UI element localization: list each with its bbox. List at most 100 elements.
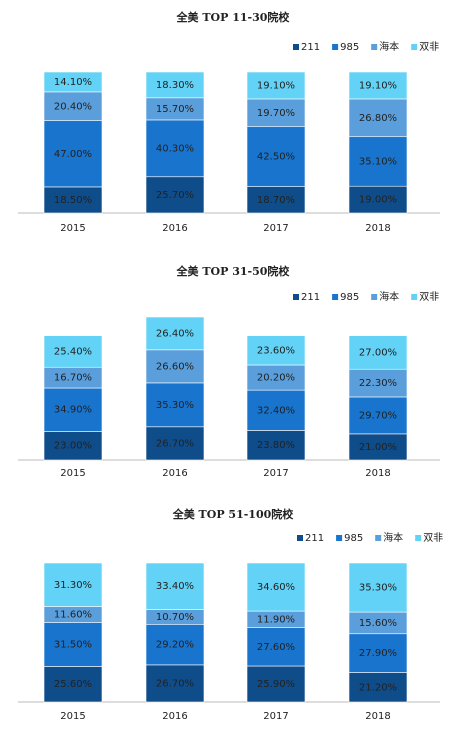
bar-segment — [145, 623, 205, 666]
legend-label: 985 — [340, 42, 359, 53]
data-label: 25.40% — [54, 346, 92, 357]
bar-segment — [43, 120, 103, 188]
data-label: 34.90% — [54, 405, 92, 416]
bar-segment — [348, 98, 408, 138]
legend-swatch — [336, 535, 343, 541]
bar-segment — [246, 186, 306, 214]
bar-segment — [145, 176, 205, 214]
legend-swatch — [411, 44, 418, 50]
legend-swatch — [371, 44, 378, 50]
data-label: 19.10% — [359, 80, 397, 91]
bar-segment — [246, 98, 306, 128]
chart-title: 全美 TOP 11-30院校 — [176, 10, 291, 24]
data-label: 15.70% — [156, 104, 194, 115]
bar-segment — [246, 430, 306, 461]
data-label: 20.20% — [257, 373, 295, 384]
x-tick-label: 2018 — [365, 223, 390, 234]
bar-segment — [348, 396, 408, 435]
legend-swatch — [297, 535, 303, 541]
data-label: 27.60% — [257, 642, 295, 653]
bar-segment — [348, 562, 408, 613]
bar-segment — [246, 389, 306, 431]
legend-swatch — [411, 294, 418, 300]
data-label: 18.30% — [156, 80, 194, 91]
x-tick-label: 2018 — [365, 711, 390, 722]
data-label: 26.80% — [359, 113, 397, 124]
legend-label: 211 — [301, 292, 320, 303]
legend-label: 211 — [305, 533, 324, 544]
bar-segment — [348, 335, 408, 370]
data-label: 35.30% — [156, 400, 194, 411]
x-tick-label: 2018 — [365, 468, 390, 479]
x-tick-label: 2016 — [162, 223, 187, 234]
data-label: 18.50% — [54, 195, 92, 206]
data-label: 26.40% — [156, 328, 194, 339]
data-label: 21.20% — [359, 682, 397, 693]
data-label: 31.50% — [54, 640, 92, 651]
legend-label: 海本 — [379, 40, 399, 53]
chart: 全美 TOP 31-50院校 211 985 海本 双非 23.00% 34.90% 16.7… — [18, 264, 440, 479]
x-tick-label: 2017 — [263, 468, 288, 479]
data-label: 31.30% — [54, 580, 92, 591]
data-label: 19.10% — [257, 80, 295, 91]
data-label: 25.70% — [156, 190, 194, 201]
chart-title: 全美 TOP 51-100院校 — [172, 507, 295, 521]
bar-segment — [43, 335, 103, 368]
data-label: 16.70% — [54, 373, 92, 384]
bar-segment — [145, 382, 205, 428]
data-label: 23.60% — [257, 345, 295, 356]
legend-label: 海本 — [383, 531, 403, 544]
bar-segment — [43, 666, 103, 703]
x-tick-label: 2017 — [263, 223, 288, 234]
bar-segment — [348, 633, 408, 673]
legend-swatch — [293, 44, 299, 50]
data-label: 19.70% — [257, 108, 295, 119]
bar-segment — [43, 622, 103, 667]
legend-swatch — [375, 535, 382, 541]
data-label: 32.40% — [257, 405, 295, 416]
bar-segment — [43, 186, 103, 214]
data-label: 29.70% — [359, 410, 397, 421]
x-tick-label: 2015 — [60, 711, 85, 722]
data-label: 35.10% — [359, 156, 397, 167]
legend-label: 海本 — [379, 290, 399, 303]
bar-segment — [348, 185, 408, 214]
data-label: 22.30% — [359, 378, 397, 389]
legend-swatch — [371, 294, 378, 300]
x-tick-label: 2015 — [60, 468, 85, 479]
data-label: 27.90% — [359, 648, 397, 659]
legend-label: 双非 — [419, 41, 439, 53]
x-tick-label: 2017 — [263, 711, 288, 722]
bar-segment — [246, 335, 306, 366]
chart: 全美 TOP 11-30院校 211 985 海本 双非 18.50% 47.00% 20.4… — [18, 10, 440, 234]
chart: 全美 TOP 51-100院校 211 985 海本 双非 25.60% 31.50% 11.… — [18, 507, 443, 722]
data-label: 40.30% — [156, 143, 194, 154]
data-label: 33.40% — [156, 581, 194, 592]
data-label: 11.60% — [54, 610, 92, 621]
legend-label: 双非 — [419, 291, 439, 303]
bar-segment — [246, 562, 306, 612]
bar-segment — [145, 562, 205, 610]
bar-segment — [246, 71, 306, 100]
bar-segment — [348, 71, 408, 100]
data-label: 34.60% — [257, 582, 295, 593]
bar-segment — [43, 562, 103, 607]
x-tick-label: 2016 — [162, 468, 187, 479]
data-label: 26.70% — [156, 678, 194, 689]
legend-swatch — [332, 44, 339, 50]
data-label: 42.50% — [257, 152, 295, 163]
data-label: 15.60% — [359, 618, 397, 629]
bar-segment — [348, 672, 408, 703]
data-label: 23.00% — [54, 441, 92, 452]
bar-segment — [145, 426, 205, 461]
bar-segment — [145, 316, 205, 351]
legend-label: 985 — [340, 292, 359, 303]
data-label: 14.10% — [54, 77, 92, 88]
data-label: 11.90% — [257, 614, 295, 625]
legend-swatch — [332, 294, 339, 300]
bar-segment — [145, 349, 205, 384]
bar-segment — [246, 126, 306, 187]
bar-segment — [246, 364, 306, 391]
bar-segment — [348, 368, 408, 398]
data-label: 25.60% — [54, 679, 92, 690]
